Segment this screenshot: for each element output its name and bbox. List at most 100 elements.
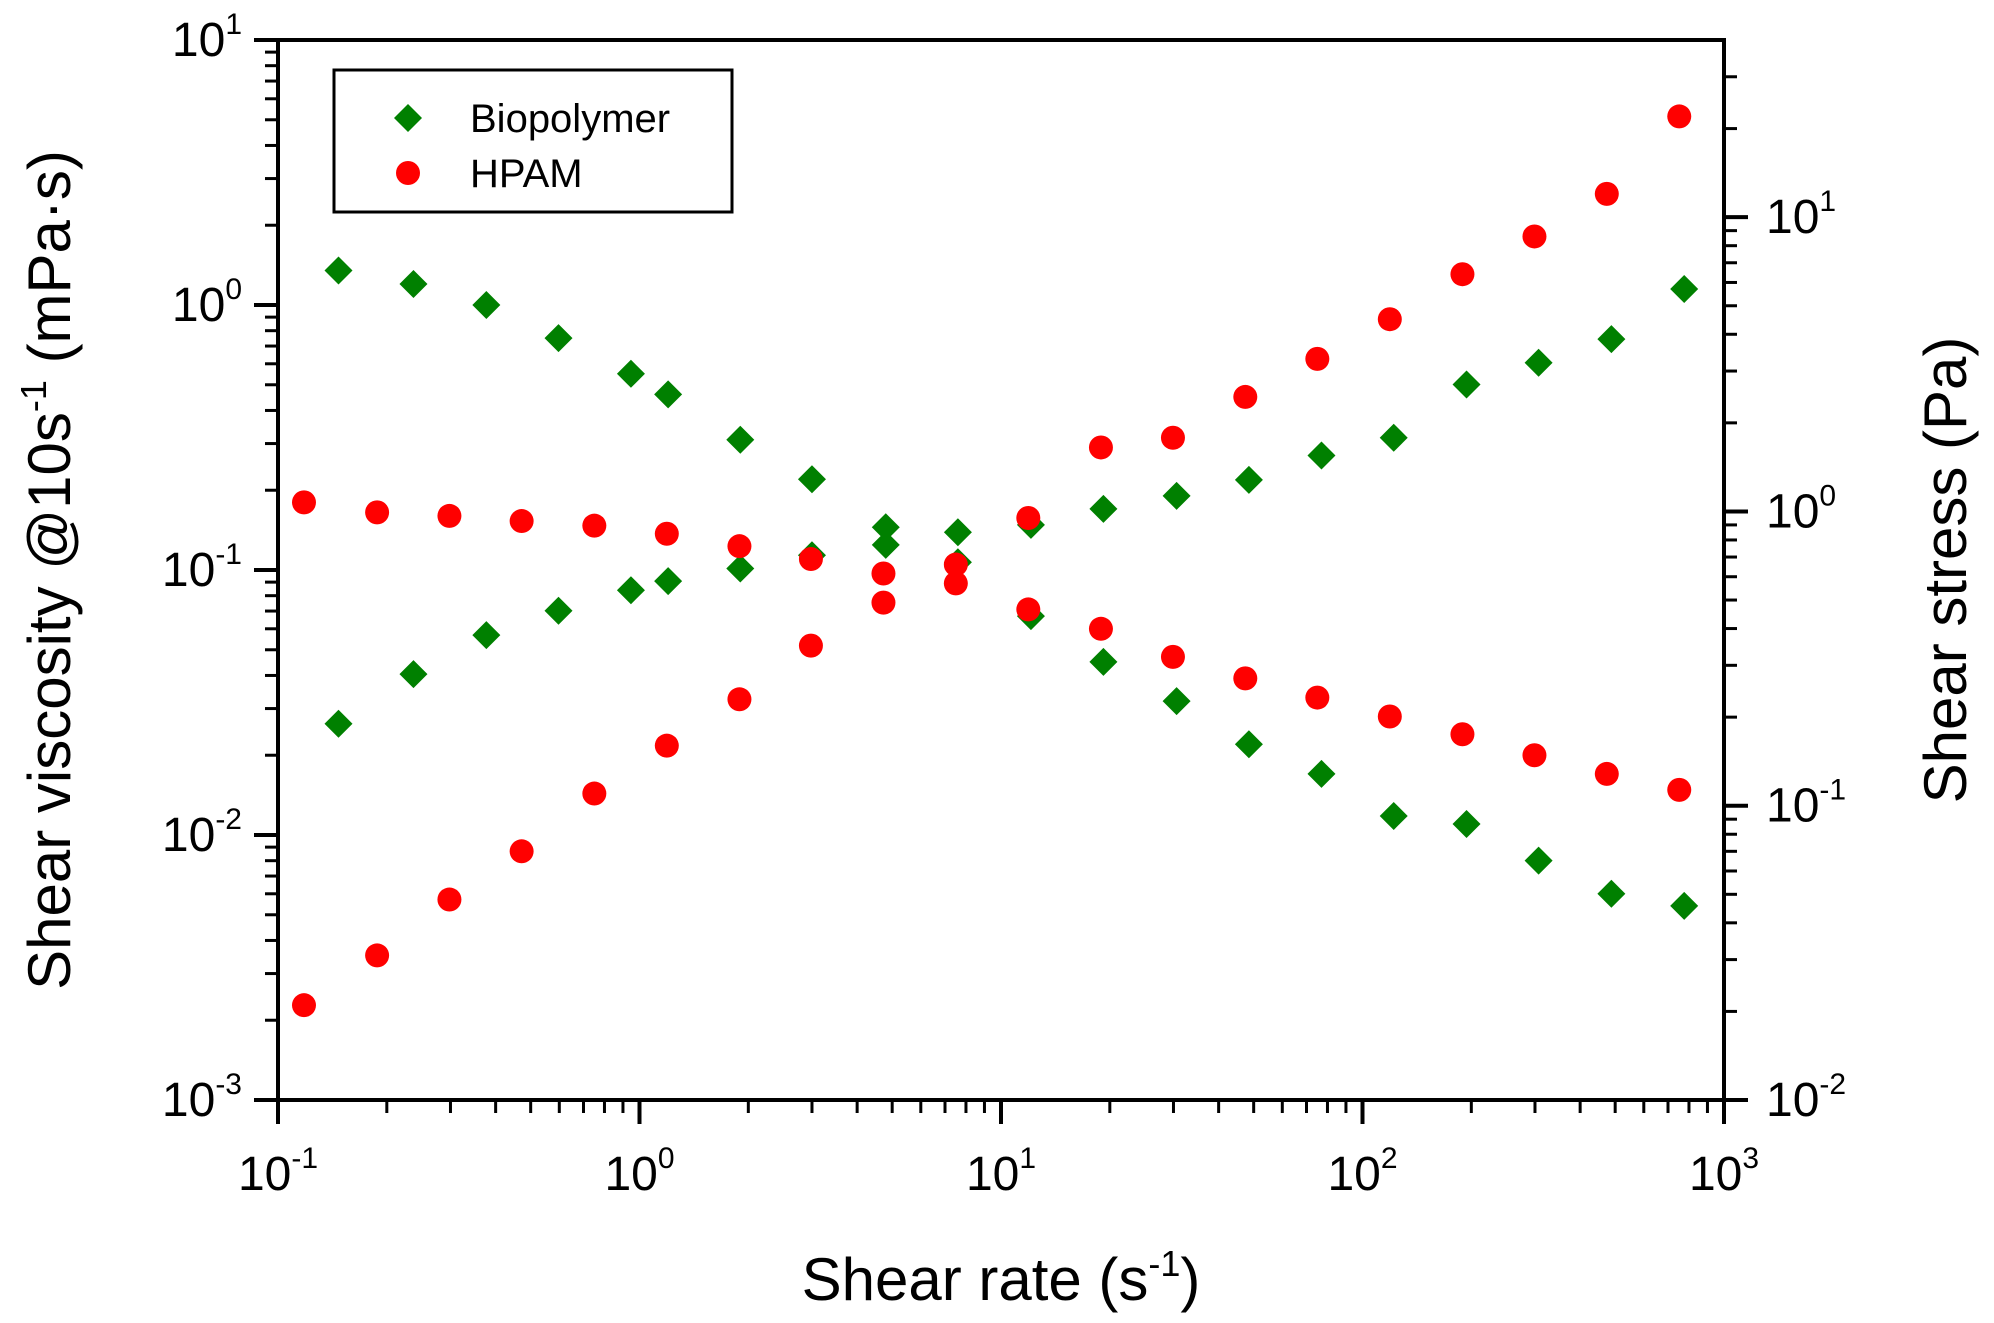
point-biopolymer-stress <box>726 554 755 583</box>
point-biopolymer-stress <box>1524 348 1553 377</box>
point-biopolymer-viscosity <box>544 324 573 353</box>
point-hpam-stress <box>1450 262 1475 287</box>
legend-marker-hpam <box>396 161 420 185</box>
point-biopolymer-stress <box>399 660 428 689</box>
point-biopolymer-stress <box>1234 465 1263 494</box>
tick-labels: 10-1 100 101 102 103 10-3 10-2 10-1 100 101 10-2 10… <box>162 8 1846 1201</box>
point-biopolymer-viscosity <box>797 465 826 494</box>
point-biopolymer-viscosity <box>1307 759 1336 788</box>
point-hpam-viscosity <box>1667 777 1692 802</box>
point-biopolymer-stress <box>1089 494 1118 523</box>
y-left-axis-title: Shear viscosity @10s-1 (mPa·s) <box>13 150 83 990</box>
point-biopolymer-stress <box>943 518 972 547</box>
point-hpam-viscosity <box>1233 666 1258 691</box>
y-left-tick-label: 10-1 <box>162 538 242 597</box>
point-biopolymer-viscosity <box>472 291 501 319</box>
point-hpam-viscosity <box>365 500 390 525</box>
point-hpam-stress <box>1522 224 1547 249</box>
point-biopolymer-viscosity <box>399 270 428 299</box>
point-hpam-stress <box>871 590 896 615</box>
point-biopolymer-stress <box>654 567 683 596</box>
point-biopolymer-viscosity <box>654 380 683 409</box>
point-hpam-stress <box>365 943 390 968</box>
legend-label-biopolymer: Biopolymer <box>470 97 670 141</box>
point-biopolymer-viscosity <box>1162 687 1191 716</box>
point-hpam-stress <box>798 633 823 658</box>
x-tick-label: 100 <box>604 1142 674 1201</box>
point-hpam-viscosity <box>1305 685 1330 710</box>
point-hpam-viscosity <box>1160 644 1185 669</box>
point-biopolymer-viscosity <box>1452 810 1481 839</box>
plot-frame <box>276 38 1726 1102</box>
point-hpam-viscosity <box>582 513 607 538</box>
point-biopolymer-viscosity <box>871 513 900 542</box>
point-hpam-stress <box>654 733 679 758</box>
y-right-tick-label: 10-1 <box>1766 774 1846 833</box>
point-hpam-viscosity <box>727 534 752 559</box>
point-biopolymer-stress <box>544 596 573 625</box>
point-hpam-viscosity <box>1088 616 1113 641</box>
point-hpam-stress <box>437 887 462 912</box>
point-hpam-viscosity <box>1450 722 1475 747</box>
point-hpam-viscosity <box>798 547 823 572</box>
point-biopolymer-stress <box>472 621 501 650</box>
x-tick-label: 10-1 <box>238 1142 318 1201</box>
point-hpam-viscosity <box>291 490 316 515</box>
point-biopolymer-stress <box>1670 275 1699 304</box>
point-hpam-viscosity <box>654 521 679 546</box>
point-hpam-viscosity <box>1522 743 1547 768</box>
point-biopolymer-viscosity <box>726 425 755 454</box>
point-biopolymer-stress <box>324 709 353 738</box>
x-tick-label: 102 <box>1327 1142 1397 1201</box>
legend-box <box>332 68 734 214</box>
point-hpam-stress <box>1305 346 1330 371</box>
y-left-tick-label: 10-3 <box>162 1068 242 1127</box>
y-right-tick-label: 10-2 <box>1766 1068 1846 1127</box>
y-left-tick-label: 100 <box>172 273 242 332</box>
point-biopolymer-viscosity <box>1597 879 1626 908</box>
x-axis-title: Shear rate (s-1) <box>802 1243 1201 1313</box>
point-hpam-stress <box>509 839 534 864</box>
legend-marker-biopolymer <box>394 104 422 132</box>
point-biopolymer-stress <box>616 576 645 605</box>
point-hpam-viscosity <box>871 561 896 586</box>
point-biopolymer-stress <box>1162 481 1191 510</box>
legend: Biopolymer HPAM <box>332 68 734 214</box>
point-hpam-viscosity <box>509 509 534 534</box>
point-biopolymer-viscosity <box>1524 846 1553 875</box>
y-right-tick-label: 100 <box>1766 479 1836 538</box>
y-right-tick-label: 101 <box>1766 185 1836 244</box>
point-hpam-viscosity <box>1016 597 1041 622</box>
point-hpam-stress <box>1233 384 1258 409</box>
point-hpam-stress <box>1088 435 1113 460</box>
point-biopolymer-viscosity <box>616 359 645 388</box>
y-left-tick-label: 101 <box>172 8 242 67</box>
data-points <box>291 104 1699 1018</box>
x-tick-label: 103 <box>1689 1142 1759 1201</box>
point-biopolymer-viscosity <box>1234 730 1263 759</box>
point-hpam-viscosity <box>437 503 462 528</box>
y-right-axis-title: Shear stress (Pa) <box>1912 337 1979 804</box>
point-hpam-stress <box>727 687 752 712</box>
point-biopolymer-viscosity <box>1089 647 1118 676</box>
axis-ticks <box>254 38 1748 1124</box>
y-left-tick-label: 10-2 <box>162 803 242 862</box>
point-hpam-stress <box>1594 181 1619 206</box>
point-hpam-stress <box>1667 104 1692 129</box>
point-biopolymer-stress <box>871 530 900 559</box>
point-biopolymer-stress <box>1452 370 1481 399</box>
point-hpam-stress <box>1377 307 1402 332</box>
point-biopolymer-stress <box>1597 325 1626 354</box>
point-hpam-stress <box>1160 425 1185 450</box>
point-biopolymer-stress <box>1307 441 1336 470</box>
point-hpam-stress <box>582 781 607 806</box>
point-biopolymer-viscosity <box>1379 801 1408 830</box>
point-biopolymer-stress <box>1379 423 1408 452</box>
point-hpam-viscosity <box>1377 704 1402 729</box>
legend-label-hpam: HPAM <box>470 152 583 196</box>
point-biopolymer-viscosity <box>1670 891 1699 920</box>
point-hpam-viscosity <box>1594 761 1619 786</box>
point-hpam-stress <box>943 552 968 577</box>
point-hpam-viscosity <box>943 571 968 596</box>
